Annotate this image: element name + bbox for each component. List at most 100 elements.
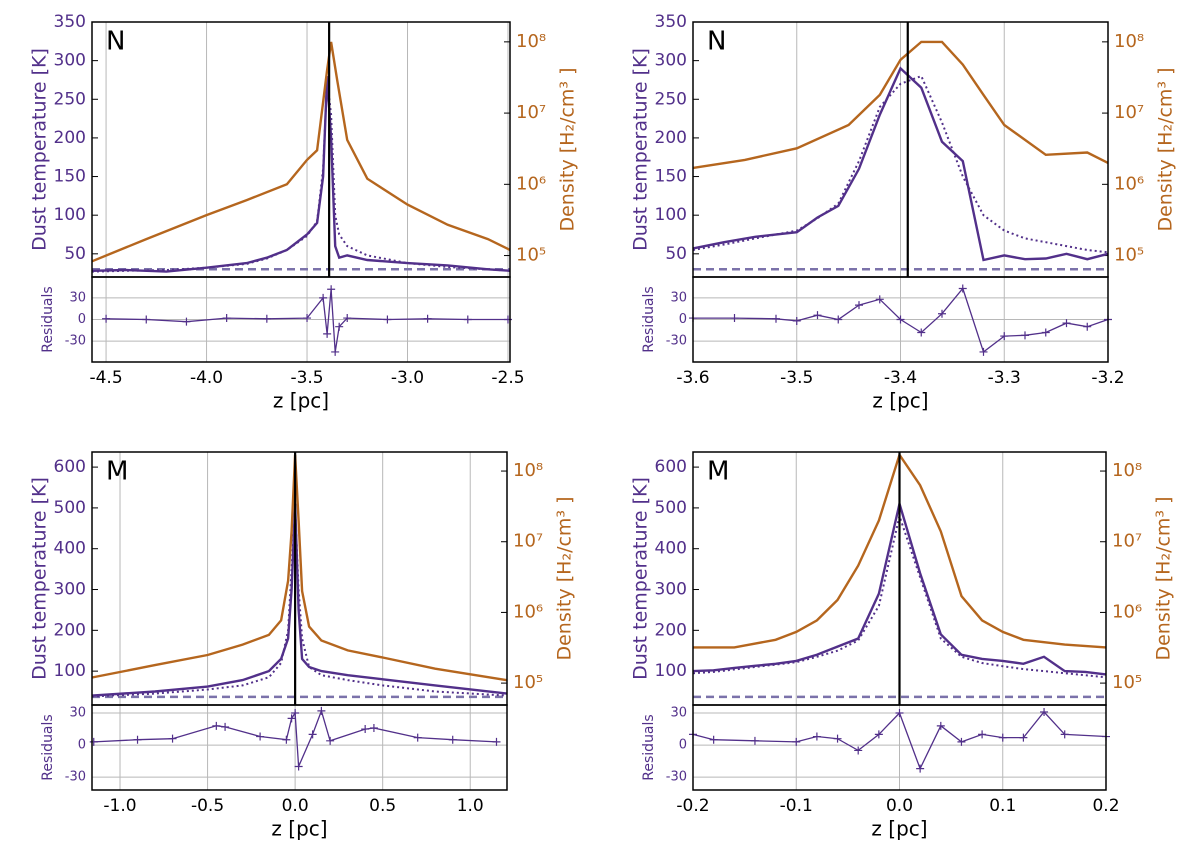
- residual-marker: [303, 314, 312, 323]
- panel-label: M: [707, 457, 729, 487]
- y-tick-label: 200: [54, 620, 86, 640]
- residual-marker: [212, 721, 221, 730]
- residual-marker: [895, 709, 904, 718]
- y-tick-label: 500: [54, 498, 86, 518]
- x-tick-label: 0.0: [282, 796, 309, 816]
- y-tick-label: 150: [54, 167, 86, 187]
- residual-line: [692, 710, 1107, 771]
- y-tick-label: 50: [665, 244, 687, 264]
- x-tick-label: -4.0: [190, 368, 223, 388]
- residual-marker: [102, 314, 111, 323]
- residual-marker: [978, 730, 987, 739]
- x-tick-label: 0.2: [1092, 796, 1119, 816]
- residual-marker: [1062, 319, 1071, 328]
- x-tick-label: -3.4: [884, 368, 917, 388]
- residual-marker: [1060, 730, 1069, 739]
- y-tick-label: 100: [54, 205, 86, 225]
- y2-tick-label: 10⁷: [1114, 102, 1144, 123]
- residual-marker: [834, 315, 843, 324]
- y2-axis-label: Density [H₂/cm³ ]: [1155, 67, 1177, 231]
- residual-marker: [222, 314, 231, 323]
- y-tick-label: 600: [54, 457, 86, 477]
- y-axis-label: Dust temperature [K]: [630, 477, 652, 680]
- residual-marker: [448, 735, 457, 744]
- residual-frame: [91, 276, 511, 363]
- residual-marker: [331, 347, 340, 356]
- y2-tick-label: 10⁶: [1112, 601, 1142, 622]
- y2-tick-label: 10⁷: [513, 531, 543, 552]
- y2-tick-label: 10⁵: [1114, 245, 1144, 266]
- residual-marker: [792, 737, 801, 746]
- temperature-line: [692, 512, 1107, 679]
- y-axis-label: Dust temperature [K]: [29, 477, 51, 680]
- residual-tick-label: 30: [670, 290, 687, 305]
- residual-marker: [938, 309, 946, 318]
- residual-marker: [335, 322, 344, 331]
- residual-tick-label: -30: [666, 770, 687, 785]
- residual-marker: [1083, 322, 1092, 331]
- residual-marker: [1040, 707, 1049, 716]
- residual-marker: [256, 732, 265, 741]
- y2-tick-label: 10⁷: [516, 102, 546, 123]
- residual-marker: [1041, 328, 1050, 337]
- y-tick-label: 100: [655, 205, 687, 225]
- residual-tick-label: -30: [65, 334, 86, 349]
- temperature-line: [692, 66, 1109, 262]
- y2-tick-label: 10⁷: [1112, 531, 1142, 552]
- y-tick-label: 400: [655, 539, 687, 559]
- residual-frame: [91, 704, 508, 791]
- residual-frame: [692, 704, 1107, 791]
- y2-axis-label: Density [H₂/cm³ ]: [554, 496, 576, 660]
- y2-tick-label: 10⁶: [1114, 173, 1144, 194]
- y-tick-label: 400: [54, 539, 86, 559]
- x-tick-label: -4.5: [89, 368, 122, 388]
- x-tick-label: -2.5: [491, 368, 524, 388]
- residual-marker: [343, 314, 352, 323]
- axes-frame: [91, 451, 508, 706]
- y-tick-label: 300: [655, 580, 687, 600]
- residual-marker: [503, 315, 512, 324]
- residual-marker: [291, 709, 300, 718]
- x-tick-label: 1.0: [457, 796, 484, 816]
- residual-marker: [750, 736, 759, 745]
- y-tick-label: 300: [655, 51, 687, 71]
- y2-tick-label: 10⁶: [516, 173, 546, 194]
- y2-axis-label: Density [H₂/cm³ ]: [1153, 496, 1175, 660]
- density-line: [692, 40, 1109, 170]
- residual-marker: [917, 328, 926, 337]
- residual-marker: [133, 735, 142, 744]
- residual-marker: [423, 314, 432, 323]
- residual-marker: [492, 737, 501, 746]
- y2-tick-label: 10⁶: [513, 601, 543, 622]
- residual-tick-label: 30: [670, 706, 687, 721]
- y-tick-label: 200: [54, 128, 86, 148]
- panel-label: M: [106, 457, 128, 487]
- residual-marker: [383, 315, 392, 324]
- residual-marker: [327, 285, 336, 294]
- y-tick-label: 150: [655, 167, 687, 187]
- residual-marker: [287, 714, 296, 723]
- residual-marker: [89, 737, 98, 746]
- x-axis-label: z [pc]: [271, 817, 327, 841]
- y-tick-label: 100: [655, 661, 687, 681]
- residual-marker: [1021, 331, 1029, 340]
- y-axis-label: Dust temperature [K]: [630, 48, 652, 251]
- residual-marker: [463, 315, 472, 324]
- residual-marker: [792, 316, 801, 325]
- residual-marker: [317, 706, 326, 715]
- residual-marker: [874, 730, 883, 739]
- residual-marker: [854, 746, 863, 755]
- residual-marker: [323, 329, 332, 338]
- x-tick-label: -0.2: [676, 796, 709, 816]
- x-tick-label: -3.5: [290, 368, 323, 388]
- residual-tick-label: 0: [679, 738, 687, 753]
- residual-marker: [958, 284, 967, 293]
- residual-marker: [319, 293, 328, 302]
- residual-marker: [1000, 332, 1009, 341]
- residual-marker: [875, 295, 884, 304]
- residual-marker: [326, 736, 335, 745]
- x-tick-label: -0.1: [780, 796, 813, 816]
- residual-tick-label: 30: [69, 290, 86, 305]
